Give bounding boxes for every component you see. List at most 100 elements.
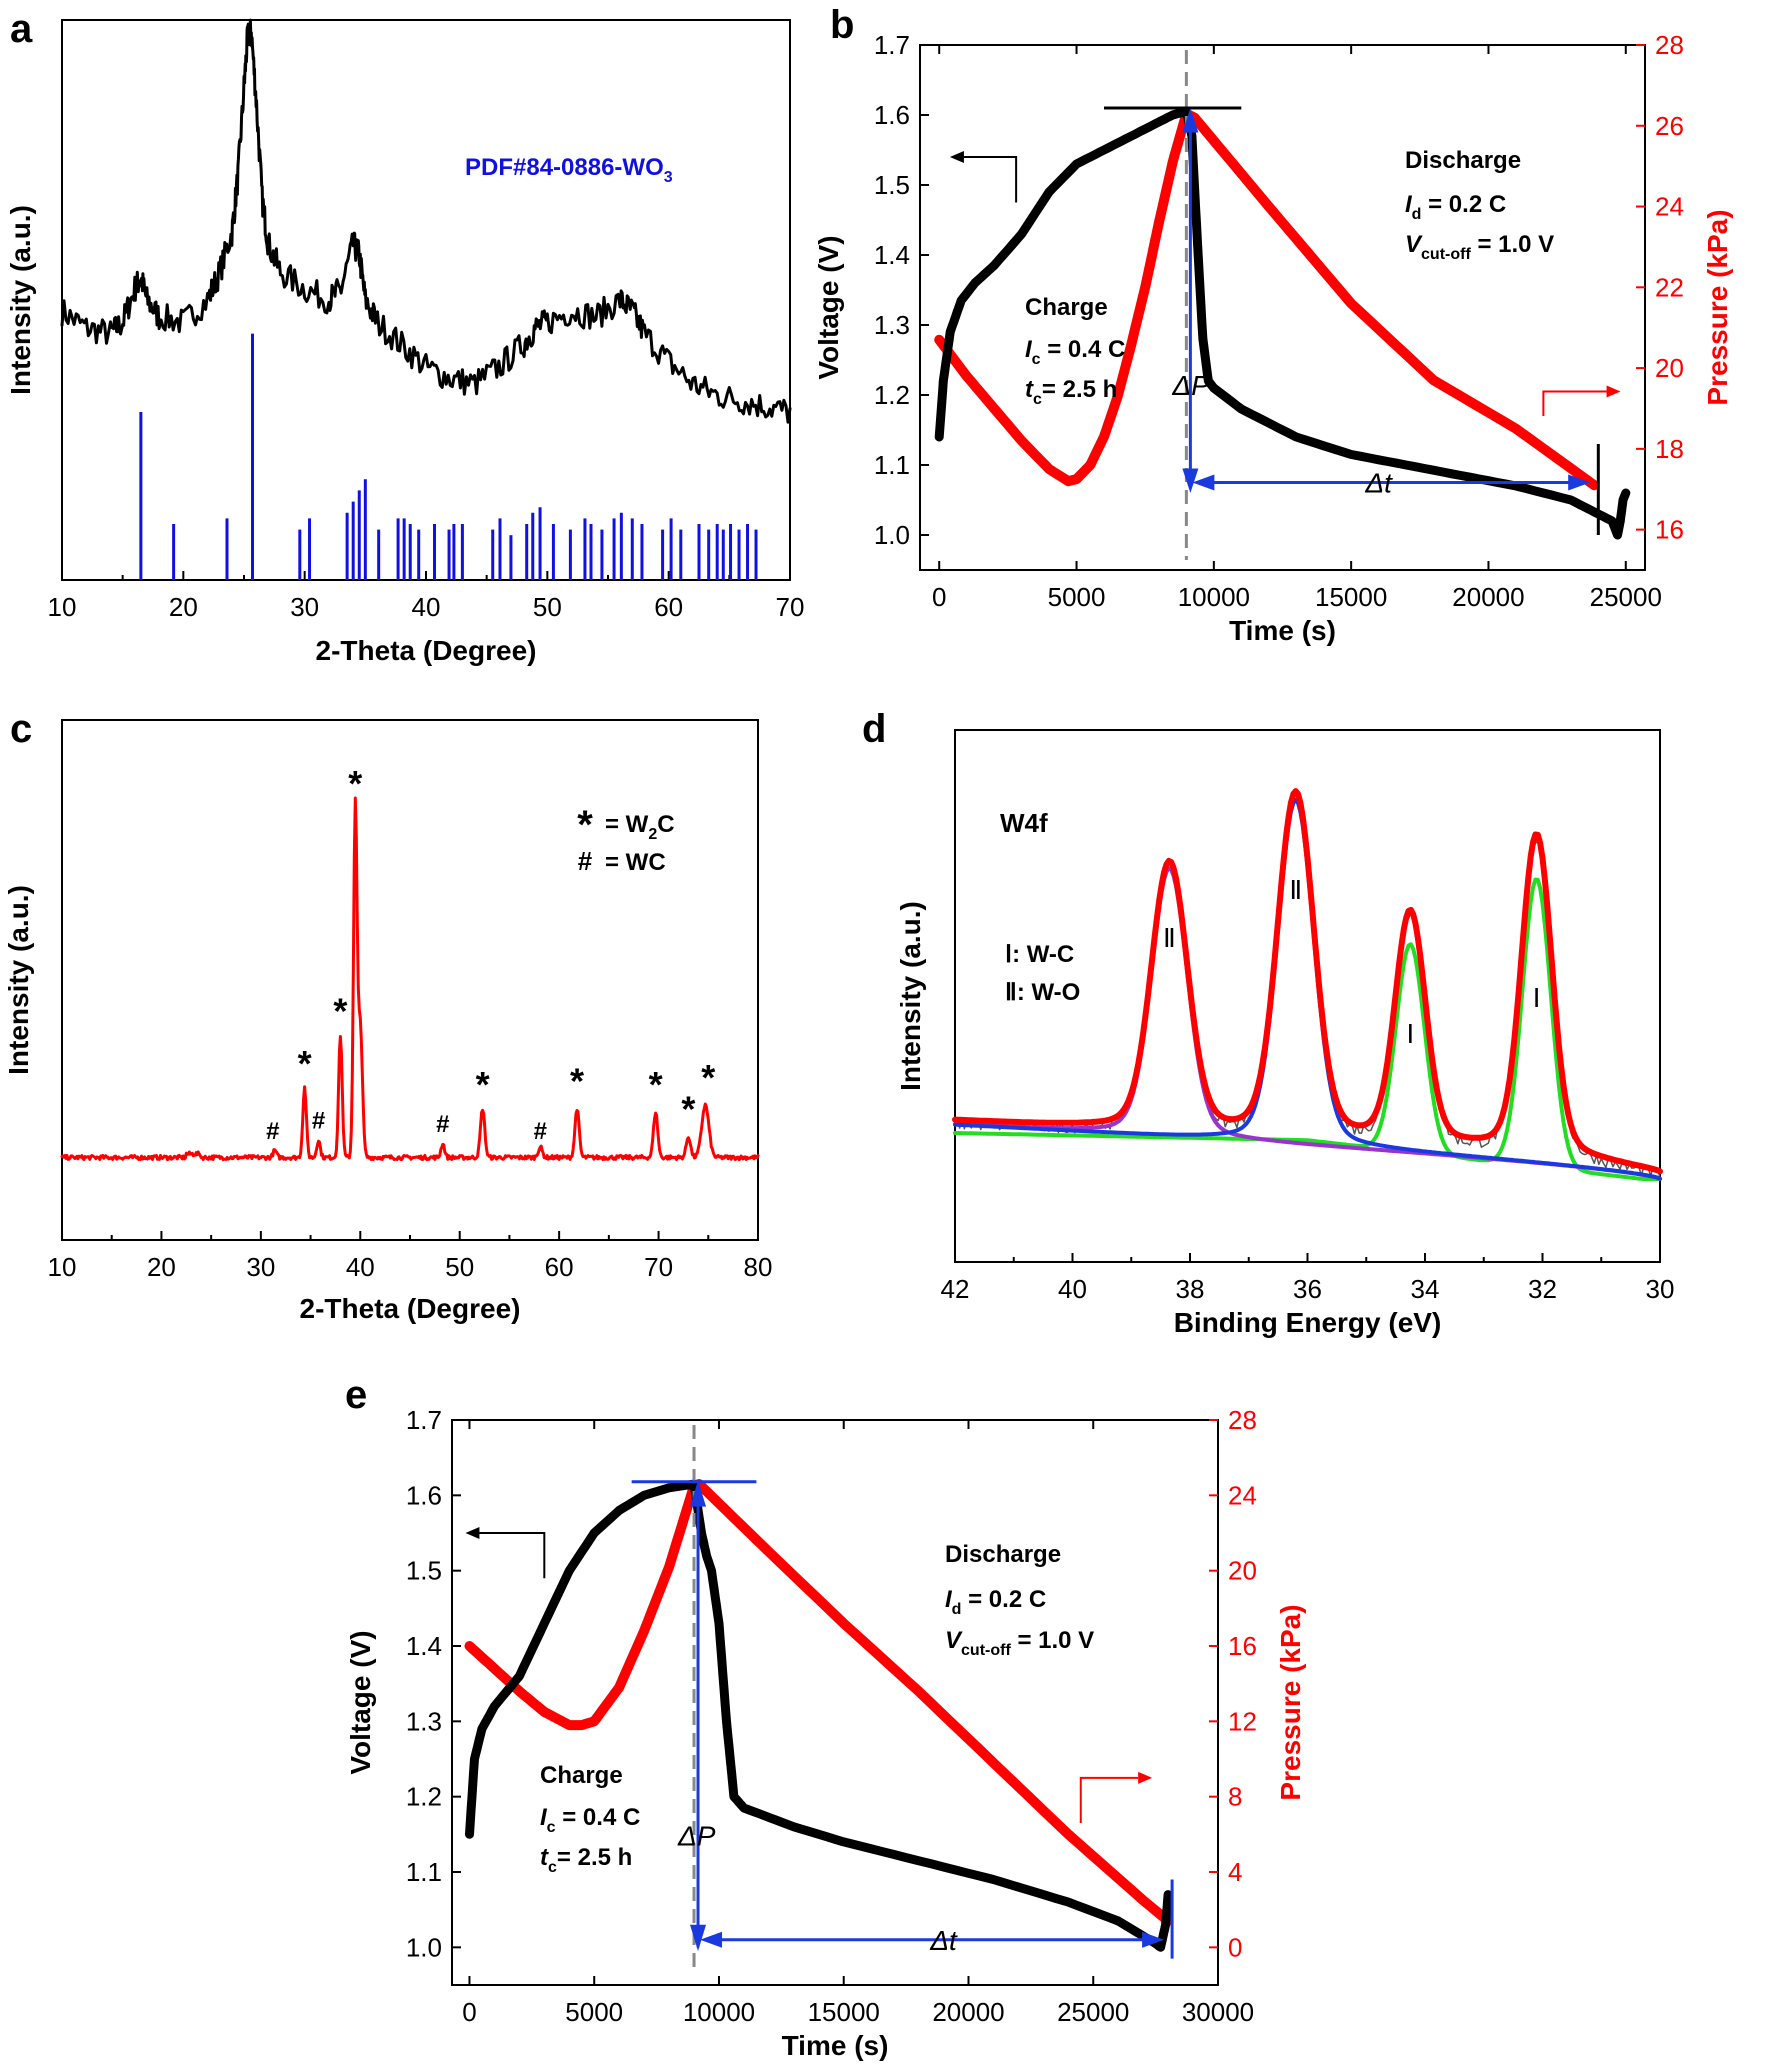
x-tick-label: 70: [776, 592, 805, 622]
x-tick-label: 25000: [1590, 582, 1662, 612]
x-axis-title: Binding Energy (eV): [1174, 1307, 1442, 1338]
xrd-pattern-line: [60, 796, 760, 1162]
charge-current-label: Ic = 0.4 C: [540, 1804, 640, 1836]
x-tick-label: 70: [644, 1252, 673, 1282]
x-tick-label: 50: [445, 1252, 474, 1282]
x-tick-label: 50: [533, 592, 562, 622]
x-tick-label: 25000: [1057, 1997, 1129, 2027]
x-tick-label: 40: [346, 1252, 375, 1282]
pressure-axis-indicator-head: [1606, 385, 1621, 398]
y-tick-label: 1.3: [406, 1706, 442, 1736]
y-tick-label: 1.2: [874, 380, 910, 410]
y-tick-label: 1.4: [874, 240, 910, 270]
discharge-current-label: Id = 0.2 C: [1405, 191, 1506, 223]
w2c-peak-marker: *: [701, 1057, 715, 1098]
wc-peak-marker: #: [312, 1108, 325, 1135]
x-tick-label: 40: [1058, 1274, 1087, 1304]
voltage-axis-indicator: [479, 1532, 546, 1579]
x-tick-label: 30: [246, 1252, 275, 1282]
x-tick-label: 30000: [1182, 1997, 1254, 2027]
x-tick-label: 60: [545, 1252, 574, 1282]
x-tick-label: 10000: [1178, 582, 1250, 612]
y-tick-label: 1.5: [406, 1556, 442, 1586]
x-tick-label: 30: [1646, 1274, 1675, 1304]
y2-tick-label: 28: [1655, 30, 1684, 60]
w2c-peak-marker: *: [298, 1043, 312, 1084]
x-tick-label: 20000: [932, 1997, 1004, 2027]
peak-label-II: Ⅱ: [1163, 923, 1176, 953]
delta-p-arrowhead-down: [1182, 468, 1199, 493]
y2-tick-label: 22: [1655, 272, 1684, 302]
pressure-axis-indicator-head: [1138, 1771, 1153, 1784]
y2-tick-label: 12: [1228, 1706, 1257, 1736]
delta-p-arrowhead-down: [690, 1924, 707, 1952]
y2-tick-label: 18: [1655, 434, 1684, 464]
delta-t-label: Δt: [1364, 468, 1393, 499]
legend-wc-label: = WC: [605, 849, 666, 876]
reference-label-subscript: 3: [664, 169, 673, 186]
w2c-peak-marker: *: [649, 1064, 663, 1105]
legend-w-c: Ⅰ: W-C: [1005, 941, 1074, 968]
charge-current-label: Ic = 0.4 C: [1025, 336, 1125, 368]
voltage-line: [465, 1479, 1173, 1952]
x-tick-label: 38: [1176, 1274, 1205, 1304]
legend-w2c-subscript: 2: [648, 826, 657, 843]
y2-tick-label: 28: [1228, 1405, 1257, 1435]
charge-current-value: = 0.4 C: [1041, 336, 1126, 363]
x-axis-title: 2-Theta (Degree): [300, 1293, 521, 1324]
charge-time-label: tc= 2.5 h: [1025, 376, 1117, 408]
cutoff-voltage-label: Vcut-off = 1.0 V: [945, 1627, 1094, 1659]
x-tick-label: 30: [290, 592, 319, 622]
delta-t-arrowhead-left: [700, 1931, 723, 1948]
panel-e: e 0 5000 10000 15000 20000 25000 30000 1.0 1.1 1.2…: [345, 1373, 1306, 2061]
voltage-axis-indicator-head: [949, 151, 964, 163]
cutoff-voltage-subscript: cut-off: [1421, 246, 1471, 263]
wc-peak-marker: #: [534, 1118, 547, 1145]
discharge-current-subscript: d: [952, 1601, 962, 1618]
delta-t-arrowhead-right: [1568, 474, 1591, 491]
y-axis-title: Intensity (a.u.): [895, 901, 926, 1091]
discharge-current-label: Id = 0.2 C: [945, 1586, 1046, 1618]
cutoff-voltage-subscript: cut-off: [961, 1642, 1011, 1659]
w-c-component-line: [953, 877, 1662, 1181]
x-tick-label: 10: [48, 592, 77, 622]
discharge-current-subscript: d: [1412, 206, 1422, 223]
charge-time-value: = 2.5 h: [1042, 376, 1117, 403]
panel-d: 42 40 38 36 34 32 30 d Binding Energy (eV) Intens…: [862, 707, 1674, 1338]
x-tick-label: 34: [1411, 1274, 1440, 1304]
x-tick-label: 5000: [1048, 582, 1106, 612]
delta-t-label: Δt: [929, 1925, 958, 1956]
charge-current-subscript: c: [1032, 351, 1041, 368]
charge-time-label: tc= 2.5 h: [540, 1844, 632, 1876]
y2-tick-label: 4: [1228, 1857, 1242, 1887]
w2c-peak-marker: *: [681, 1089, 695, 1130]
y-tick-label: 1.0: [874, 520, 910, 550]
y2-axis-title: Pressure (kPa): [1275, 1604, 1306, 1800]
y2-tick-label: 20: [1655, 353, 1684, 383]
y2-tick-label: 20: [1228, 1556, 1257, 1586]
x-tick-label: 42: [941, 1274, 970, 1304]
y2-tick-label: 16: [1228, 1631, 1257, 1661]
charge-time-value: = 2.5 h: [557, 1844, 632, 1871]
y2-tick-label: 24: [1228, 1480, 1257, 1510]
peak-label-II-2: Ⅱ: [1289, 875, 1302, 905]
x-axis-title: Time (s): [782, 2030, 889, 2061]
y-axis-title: Voltage (V): [813, 235, 844, 379]
legend-wc-symbol: #: [578, 846, 593, 876]
spectrum-title: W4f: [1000, 808, 1048, 838]
y2-axis-title: Pressure (kPa): [1702, 209, 1733, 405]
y-axis-title: Voltage (V): [345, 1630, 376, 1774]
peak-label-I: Ⅰ: [1406, 1019, 1414, 1049]
x-tick-label: 0: [932, 582, 946, 612]
legend-w2c-label: = W2C: [605, 811, 675, 843]
x-tick-label: 80: [744, 1252, 773, 1282]
reference-label: PDF#84-0886-WO3: [465, 154, 673, 186]
pressure-axis-indicator: [1079, 1776, 1139, 1824]
x-tick-label: 20: [147, 1252, 176, 1282]
panel-label: d: [862, 707, 886, 751]
x-axis-title: Time (s): [1229, 615, 1336, 646]
w2c-peak-marker: *: [570, 1061, 584, 1102]
delta-p-label: ΔP: [1171, 370, 1210, 401]
discharge-label: Discharge: [945, 1541, 1061, 1568]
